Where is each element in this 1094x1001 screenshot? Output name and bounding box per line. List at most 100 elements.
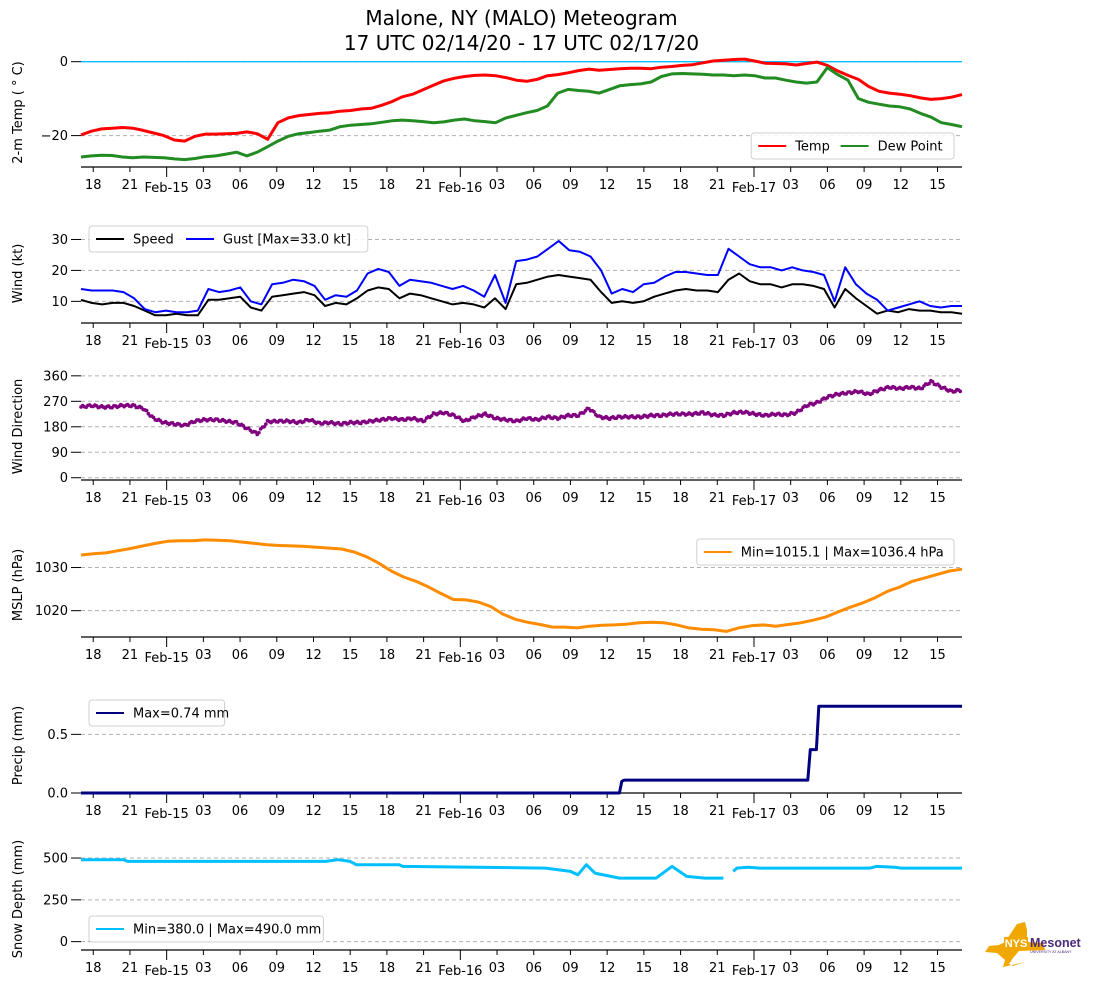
data-point (799, 408, 804, 412)
x-tick-label: 12 (599, 961, 616, 976)
data-point (930, 379, 935, 384)
x-tick-label: 18 (379, 178, 396, 193)
x-tick-label: 21 (415, 491, 432, 506)
x-date-label: Feb-17 (732, 494, 776, 509)
y-axis-label: MSLP (hPa) (11, 549, 26, 621)
x-tick-label: 15 (636, 648, 653, 663)
x-tick-label: 03 (489, 961, 506, 976)
x-tick-label: 03 (782, 178, 799, 193)
x-tick-label: 12 (305, 961, 322, 976)
x-date-label: Feb-16 (438, 651, 482, 666)
nys-mesonet-logo: NYS Mesonet UNIVERSITY AT ALBANY (985, 922, 1082, 967)
y-axis-label: Wind (kt) (11, 244, 26, 304)
chart-title-line2: 17 UTC 02/14/20 - 17 UTC 02/17/20 (343, 31, 700, 55)
x-tick-label: 09 (856, 961, 873, 976)
x-tick-label: 21 (709, 961, 726, 976)
x-tick-label: 06 (525, 334, 542, 349)
x-tick-label: 06 (819, 334, 836, 349)
series-speed-line (80, 272, 963, 317)
legend-label: Max=0.74 mm (133, 707, 229, 722)
x-date-label: Feb-16 (438, 337, 482, 352)
y-tick-label: 180 (43, 420, 68, 435)
chart-title-line1: Malone, NY (MALO) Meteogram (365, 6, 678, 30)
x-tick-label: 06 (525, 804, 542, 819)
data-point (576, 414, 581, 418)
x-tick-label: 21 (122, 334, 139, 349)
x-tick-label: 03 (782, 491, 799, 506)
x-tick-label: 15 (342, 491, 359, 506)
x-tick-label: 21 (415, 178, 432, 193)
x-date-label: Feb-15 (145, 181, 189, 196)
x-tick-label: 06 (819, 491, 836, 506)
y-tick-label: 500 (43, 852, 68, 867)
x-tick-label: 12 (599, 334, 616, 349)
x-tick-label: 18 (379, 961, 396, 976)
data-point (920, 386, 925, 391)
y-axis-label: Wind Direction (11, 379, 26, 475)
y-axis-label: Snow Depth (mm) (11, 840, 26, 958)
x-tick-label: 21 (709, 178, 726, 193)
x-tick-label: 15 (929, 491, 946, 506)
x-tick-label: 12 (893, 961, 910, 976)
x-date-label: Feb-15 (145, 494, 189, 509)
x-tick-label: 06 (819, 961, 836, 976)
legend-box (88, 225, 369, 253)
x-tick-label: 18 (85, 491, 102, 506)
x-tick-label: 18 (379, 648, 396, 663)
y-tick-label: 250 (43, 893, 68, 908)
data-point (257, 430, 261, 435)
y-tick-label: 1030 (35, 561, 68, 576)
x-tick-label: 09 (562, 804, 579, 819)
x-tick-label: 21 (415, 648, 432, 663)
data-point (818, 400, 823, 404)
x-tick-label: 09 (856, 648, 873, 663)
x-tick-label: 06 (232, 334, 249, 349)
y-tick-label: −20 (41, 129, 68, 144)
x-tick-label: 03 (782, 648, 799, 663)
x-tick-label: 09 (856, 491, 873, 506)
x-tick-label: 15 (636, 178, 653, 193)
x-tick-label: 21 (415, 804, 432, 819)
x-tick-label: 21 (709, 334, 726, 349)
x-tick-label: 21 (415, 334, 432, 349)
x-tick-label: 12 (305, 648, 322, 663)
series-gust-max-33-0-kt-line (80, 240, 962, 314)
x-date-label: Feb-16 (438, 964, 482, 979)
x-date-label: Feb-17 (732, 651, 776, 666)
logo-mesonet-text: Mesonet (1030, 936, 1082, 950)
y-tick-label: 90 (51, 446, 68, 461)
x-tick-label: 03 (195, 648, 212, 663)
panel-precip: 0.0 0.5 18 21 03 06 09 12 15 18 21 03 06 09 12 15 18 21 03… (11, 699, 962, 822)
x-tick-label: 12 (599, 648, 616, 663)
x-tick-label: 12 (305, 334, 322, 349)
x-tick-label: 03 (195, 178, 212, 193)
x-tick-label: 18 (85, 961, 102, 976)
x-tick-label: 12 (893, 804, 910, 819)
x-tick-label: 06 (525, 961, 542, 976)
x-tick-label: 21 (709, 804, 726, 819)
x-tick-label: 21 (709, 648, 726, 663)
x-tick-label: 18 (379, 804, 396, 819)
y-axis-label: Precip (mm) (11, 706, 26, 785)
x-tick-label: 03 (195, 961, 212, 976)
x-date-label: Feb-15 (145, 651, 189, 666)
x-tick-label: 09 (269, 648, 286, 663)
x-tick-label: 09 (856, 804, 873, 819)
x-tick-label: 15 (342, 178, 359, 193)
x-tick-label: 09 (856, 178, 873, 193)
y-tick-label: 0 (60, 55, 68, 70)
x-tick-label: 03 (782, 961, 799, 976)
data-point (144, 408, 149, 413)
x-tick-label: 12 (599, 804, 616, 819)
series-min-380-0-max-490-0-mm-line (81, 858, 962, 880)
x-tick-label: 21 (122, 491, 139, 506)
y-tick-label: 270 (43, 395, 68, 410)
y-tick-label: 0.0 (47, 787, 68, 802)
data-point (927, 381, 931, 386)
legend-wind: Speed Gust [Max=33.0 kt] (88, 225, 369, 253)
x-date-label: Feb-17 (732, 964, 776, 979)
x-tick-label: 09 (562, 961, 579, 976)
x-tick-label: 15 (636, 491, 653, 506)
x-tick-label: 18 (85, 648, 102, 663)
